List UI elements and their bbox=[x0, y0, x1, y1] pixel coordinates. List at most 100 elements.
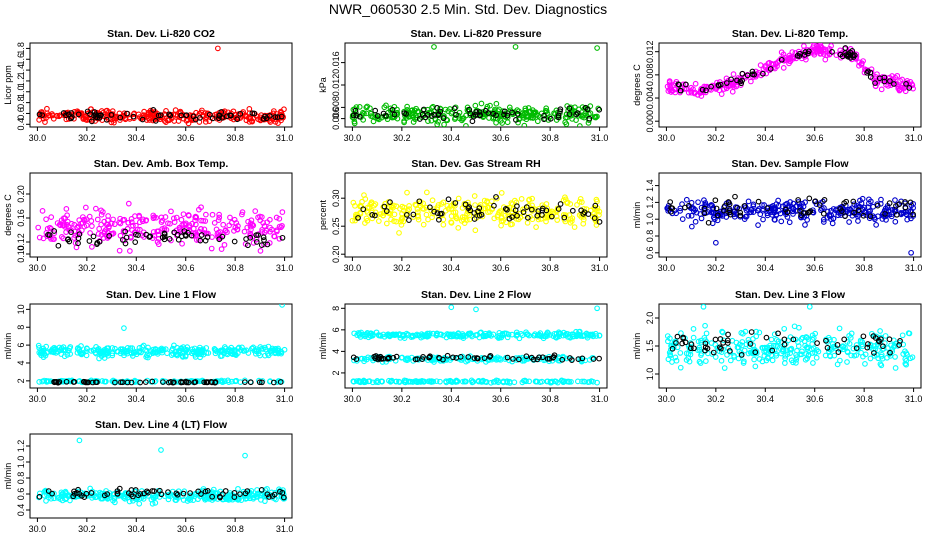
data-point-all-low bbox=[469, 378, 476, 385]
data-point-selected bbox=[680, 335, 687, 342]
data-point-selected bbox=[763, 334, 770, 341]
data-point-selected bbox=[713, 205, 720, 212]
data-point-all bbox=[250, 240, 257, 246]
data-point-selected bbox=[596, 106, 603, 113]
data-point-all bbox=[440, 199, 447, 206]
y-tick-label: 1.8 bbox=[16, 42, 26, 55]
data-point-selected bbox=[216, 493, 223, 500]
data-point-selected bbox=[592, 202, 599, 209]
data-point-selected bbox=[209, 493, 215, 500]
data-point-all-high bbox=[552, 334, 559, 341]
data-point-selected bbox=[466, 204, 473, 210]
data-point-all bbox=[361, 110, 367, 117]
data-point-all bbox=[130, 222, 136, 229]
x-tick-label: 30.0 bbox=[658, 133, 676, 143]
data-point-all-low bbox=[131, 378, 138, 385]
data-point-all bbox=[814, 43, 821, 45]
data-point-all bbox=[76, 217, 83, 223]
data-point-all bbox=[593, 222, 600, 228]
data-point-selected bbox=[710, 349, 717, 356]
data-point-all bbox=[62, 110, 69, 116]
data-point-all bbox=[165, 496, 172, 503]
data-point-all bbox=[668, 342, 674, 349]
x-tick-label: 30.4 bbox=[128, 394, 146, 404]
data-point-all-low bbox=[539, 378, 545, 385]
data-point-selected bbox=[812, 198, 819, 205]
data-point-all bbox=[471, 193, 478, 199]
y-tick-label: 4 bbox=[16, 360, 26, 365]
data-point-all bbox=[415, 108, 422, 115]
data-point-selected bbox=[896, 342, 903, 348]
data-point-selected bbox=[712, 197, 719, 204]
data-point-all bbox=[491, 215, 498, 222]
data-point-all bbox=[879, 346, 886, 353]
data-point-all bbox=[665, 356, 672, 363]
data-point-selected bbox=[383, 208, 390, 214]
data-point-selected bbox=[516, 356, 522, 363]
data-point-all bbox=[498, 222, 504, 229]
data-point-all bbox=[496, 209, 502, 216]
data-point-selected bbox=[790, 336, 797, 343]
data-point-selected bbox=[260, 115, 267, 122]
data-point-selected bbox=[805, 48, 812, 55]
data-point-selected bbox=[165, 489, 171, 496]
data-point-all-high bbox=[164, 350, 170, 357]
data-point-all bbox=[406, 202, 412, 209]
data-point-all bbox=[105, 213, 111, 219]
data-point-all bbox=[866, 200, 872, 207]
data-point-all bbox=[202, 218, 209, 224]
data-point-selected bbox=[191, 379, 198, 386]
data-point-all bbox=[798, 214, 804, 221]
data-point-all-mid bbox=[359, 355, 365, 362]
data-point-all bbox=[257, 213, 263, 220]
data-point-selected bbox=[63, 112, 69, 119]
data-point-selected bbox=[566, 111, 573, 117]
data-point-all bbox=[793, 354, 800, 361]
data-point-all bbox=[907, 355, 914, 362]
data-point-all bbox=[89, 223, 95, 229]
y-tick-label: 1.4 bbox=[645, 179, 655, 192]
data-point-all bbox=[888, 213, 895, 220]
data-point-all bbox=[710, 205, 717, 211]
data-point-selected bbox=[74, 490, 80, 496]
data-point-all-low bbox=[369, 379, 376, 386]
data-point-selected bbox=[824, 344, 831, 351]
data-point-selected bbox=[723, 80, 730, 86]
data-point-all bbox=[772, 205, 779, 212]
data-point-all-high bbox=[104, 351, 110, 357]
data-point-all bbox=[394, 111, 401, 118]
data-point-selected bbox=[160, 379, 166, 385]
data-point-all-high bbox=[43, 343, 50, 350]
data-point-all bbox=[477, 201, 484, 208]
data-point-all bbox=[844, 348, 851, 355]
data-point-all bbox=[139, 218, 146, 225]
data-point-selected bbox=[524, 214, 531, 221]
data-point-all bbox=[143, 217, 149, 224]
data-point-all-low bbox=[222, 378, 228, 385]
data-point-all bbox=[672, 86, 679, 93]
data-point-selected bbox=[712, 336, 719, 343]
data-point-all bbox=[439, 211, 446, 218]
data-point-all bbox=[751, 356, 757, 363]
data-point-all bbox=[821, 205, 827, 211]
data-point-selected bbox=[145, 489, 151, 496]
data-point-all bbox=[543, 108, 550, 114]
data-points bbox=[349, 44, 603, 127]
data-point-all bbox=[425, 118, 431, 124]
data-point-selected bbox=[261, 237, 267, 243]
data-point-all bbox=[179, 240, 185, 247]
data-point-all bbox=[780, 348, 786, 355]
data-point-all bbox=[455, 195, 462, 202]
data-point-selected bbox=[279, 234, 286, 241]
data-point-selected bbox=[369, 212, 376, 218]
data-point-selected bbox=[242, 379, 248, 386]
data-point-selected bbox=[103, 116, 110, 123]
data-point-all bbox=[444, 202, 451, 209]
data-point-selected bbox=[910, 211, 916, 218]
data-point-selected bbox=[738, 351, 745, 358]
data-point-selected bbox=[493, 194, 499, 200]
chart-panel-5: Stan. Dev. Gas Stream RH 30.0 30.2 30.4 30.6… bbox=[318, 158, 608, 273]
x-tick-label: 30.6 bbox=[492, 394, 510, 404]
data-point-selected bbox=[166, 111, 173, 118]
data-point-all-low bbox=[225, 377, 231, 384]
